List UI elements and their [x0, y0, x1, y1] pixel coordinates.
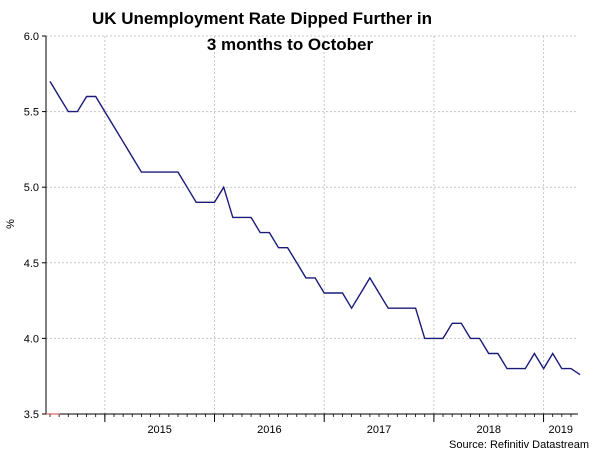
- x-tick-label: 2018: [476, 424, 500, 436]
- chart-title-line-2: 3 months to October: [207, 35, 374, 54]
- series-layer: [49, 81, 581, 376]
- series-line-unemployment-rate: [49, 81, 581, 376]
- y-tick-label: 5.5: [24, 107, 39, 119]
- x-tick-label: 2019: [549, 424, 573, 436]
- text-layer: UK Unemployment Rate Dipped Further in 3…: [5, 9, 589, 451]
- x-tick-label: 2017: [367, 424, 391, 436]
- y-tick-label: 3.5: [24, 409, 39, 421]
- x-tick-label: 2016: [257, 424, 281, 436]
- y-tick-label: 4.5: [24, 258, 39, 270]
- source-note: Source: Refinitiv Datastream: [449, 439, 589, 451]
- y-tick-label: 5.0: [24, 182, 39, 194]
- y-tick-label: 6.0: [24, 31, 39, 43]
- y-tick-label: 4.0: [24, 333, 39, 345]
- chart-title-line-1: UK Unemployment Rate Dipped Further in: [92, 9, 432, 28]
- x-tick-label: 2015: [147, 424, 171, 436]
- axes: [42, 35, 578, 422]
- y-axis-label: %: [5, 219, 17, 229]
- grid-lines: [46, 35, 578, 414]
